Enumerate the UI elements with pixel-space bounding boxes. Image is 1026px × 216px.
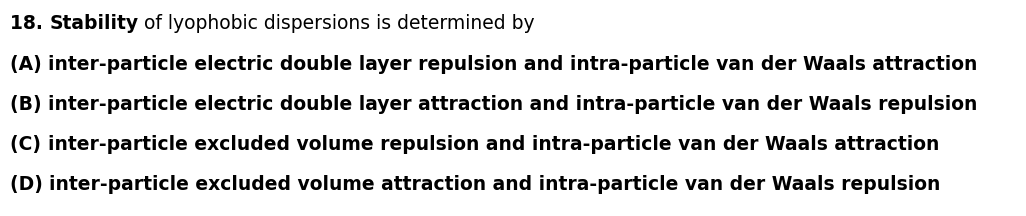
Text: 18.: 18.	[10, 14, 49, 33]
Text: inter-particle excluded volume attraction and intra-particle van der Waals repul: inter-particle excluded volume attractio…	[49, 175, 941, 194]
Text: (A): (A)	[10, 55, 48, 74]
Text: inter-particle excluded volume repulsion and intra-particle van der Waals attrac: inter-particle excluded volume repulsion…	[47, 135, 939, 154]
Text: inter-particle electric double layer attraction and intra-particle van der Waals: inter-particle electric double layer att…	[48, 95, 978, 114]
Text: (B): (B)	[10, 95, 48, 114]
Text: (C): (C)	[10, 135, 47, 154]
Text: of lyophobic dispersions is determined by: of lyophobic dispersions is determined b…	[139, 14, 536, 33]
Text: Stability: Stability	[49, 14, 139, 33]
Text: (D): (D)	[10, 175, 49, 194]
Text: inter-particle electric double layer repulsion and intra-particle van der Waals : inter-particle electric double layer rep…	[48, 55, 978, 74]
